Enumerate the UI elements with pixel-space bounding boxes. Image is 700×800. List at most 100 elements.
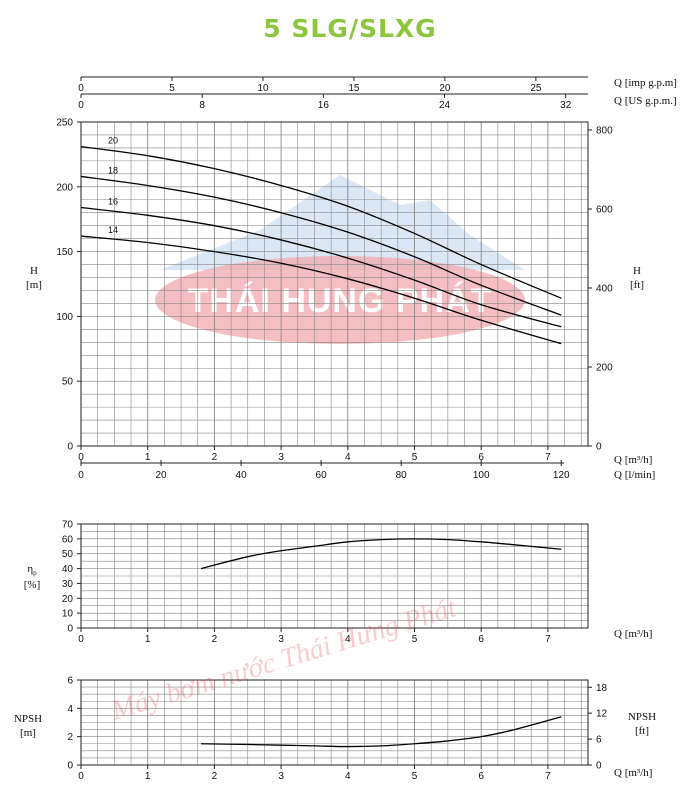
y-tick-label: 60 — [62, 534, 74, 545]
x-tick-label: 0 — [78, 634, 84, 645]
x-tick-label: 7 — [545, 452, 551, 463]
q-lmin-label: Q [l/min] — [614, 469, 655, 481]
y-tick-label: 30 — [62, 579, 74, 590]
y-tick-label: 200 — [56, 182, 73, 193]
watermark-diagonal-text: Máy bơm nước Thái Hưng Phát — [107, 592, 461, 727]
x-tick-label: 1 — [145, 452, 151, 463]
us-tick-label: 0 — [78, 100, 84, 111]
x-tick-label: 6 — [478, 634, 484, 645]
eta-y-unit: [%] — [24, 579, 41, 591]
imp-tick-label: 5 — [169, 83, 175, 94]
watermark-logo-text: THÁI HUNG PHÁT — [188, 282, 493, 320]
x-tick-label: 2 — [212, 771, 218, 782]
x-tick-label: 4 — [345, 452, 351, 463]
curve-label-16: 16 — [108, 197, 118, 207]
x-tick-label: 5 — [412, 634, 418, 645]
npsh-ft-tick-label: 18 — [596, 683, 608, 694]
eta-y-sub: p — [33, 569, 37, 577]
npsh-y-label: NPSH — [14, 713, 42, 725]
npsh-ft-label: NPSH — [628, 711, 656, 723]
curve-efficiency — [200, 538, 562, 570]
watermark-mountain — [160, 175, 525, 270]
ft-tick-label: 0 — [596, 442, 602, 453]
y-tick-label: 250 — [56, 118, 73, 129]
grid-head — [80, 121, 589, 447]
grid-npsh — [80, 679, 589, 766]
curve-head-14 — [80, 235, 562, 345]
x-tick-label: 1 — [145, 771, 151, 782]
y-tick-label: 20 — [62, 594, 74, 605]
y-tick-label: 2 — [67, 732, 73, 743]
npsh-ft-tick-label: 12 — [596, 709, 608, 720]
x-tick-label: 6 — [478, 452, 484, 463]
curve-label-14: 14 — [108, 225, 118, 235]
lmin-tick-label: 0 — [78, 470, 84, 481]
lmin-tick-label: 40 — [236, 470, 248, 481]
x-tick-label: 3 — [278, 634, 284, 645]
x-tick-label: 6 — [478, 771, 484, 782]
ft-tick-label: 200 — [596, 362, 613, 373]
x-tick-label: 3 — [278, 771, 284, 782]
x-tick-label: 5 — [412, 452, 418, 463]
y-tick-label: 50 — [62, 377, 74, 388]
ft-tick-label: 600 — [596, 204, 613, 215]
npsh-ft-tick-label: 0 — [596, 761, 602, 772]
x-tick-label: 5 — [412, 771, 418, 782]
y-tick-label: 4 — [67, 704, 73, 715]
x-tick-label: 2 — [212, 452, 218, 463]
x-tick-label: 2 — [212, 634, 218, 645]
curve-head-20 — [80, 145, 562, 299]
x-tick-label: 3 — [278, 452, 284, 463]
lmin-tick-label: 60 — [316, 470, 328, 481]
q-m3h-label: Q [m³/h] — [614, 454, 652, 466]
imp-tick-label: 0 — [78, 83, 84, 94]
us-tick-label: 8 — [199, 100, 205, 111]
x-tick-label: 4 — [345, 634, 351, 645]
h-y-label: H — [30, 265, 38, 277]
y-tick-label: 0 — [67, 624, 73, 635]
h-y-unit: [m] — [26, 279, 42, 291]
x-tick-label: 4 — [345, 771, 351, 782]
imp-tick-label: 10 — [257, 83, 269, 94]
top-axis-label-imp: Q [imp g.p.m] — [614, 77, 677, 89]
h-ft-label: H — [633, 265, 641, 277]
grid-efficiency — [80, 523, 589, 629]
eta-x-label: Q [m³/h] — [614, 628, 652, 640]
y-tick-label: 0 — [67, 761, 73, 772]
lmin-tick-label: 100 — [473, 470, 490, 481]
npsh-y-unit: [m] — [20, 727, 36, 739]
y-tick-label: 100 — [56, 312, 73, 323]
us-tick-label: 24 — [439, 100, 451, 111]
lmin-tick-label: 20 — [155, 470, 167, 481]
imp-tick-label: 25 — [530, 83, 542, 94]
npsh-ft-tick-label: 6 — [596, 735, 602, 746]
y-tick-label: 10 — [62, 609, 74, 620]
imp-tick-label: 15 — [348, 83, 360, 94]
eta-y-main: η — [27, 563, 33, 575]
us-tick-label: 32 — [560, 100, 572, 111]
x-tick-label: 7 — [545, 634, 551, 645]
ft-tick-label: 400 — [596, 283, 613, 294]
h-ft-unit: [ft] — [630, 279, 644, 291]
curve-npsh — [201, 716, 562, 748]
curve-label-20: 20 — [108, 136, 118, 146]
y-tick-label: 0 — [67, 442, 73, 453]
npsh-ft-unit: [ft] — [635, 725, 649, 737]
chart-title: 5 SLG/SLXG — [263, 14, 437, 43]
curve-head-18 — [80, 175, 562, 316]
imp-tick-label: 20 — [439, 83, 451, 94]
y-tick-label: 40 — [62, 564, 74, 575]
curve-head-16 — [80, 206, 562, 328]
y-tick-label: 150 — [56, 247, 73, 258]
ft-tick-label: 800 — [596, 125, 613, 136]
x-tick-label: 0 — [78, 771, 84, 782]
lmin-tick-label: 120 — [553, 470, 570, 481]
y-tick-label: 50 — [62, 549, 74, 560]
npsh-x-label: Q [m³/h] — [614, 767, 652, 779]
y-tick-label: 70 — [62, 520, 74, 531]
x-tick-label: 1 — [145, 634, 151, 645]
us-tick-label: 16 — [318, 100, 330, 111]
